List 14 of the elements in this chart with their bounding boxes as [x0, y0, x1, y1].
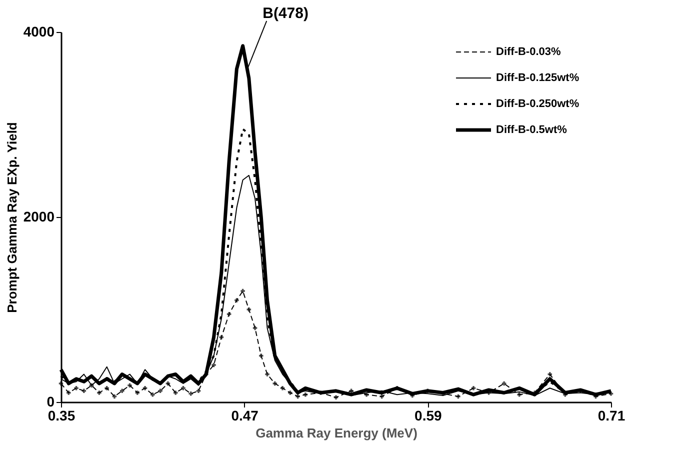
- annotation: B(478): [262, 4, 308, 22]
- x-tick-label: 0.59: [414, 408, 442, 424]
- x-tick-label: 0.35: [48, 408, 76, 424]
- x-axis-title: Gamma Ray Energy (MeV): [256, 426, 418, 440]
- x-tick-label: 0.47: [231, 408, 259, 424]
- legend-label: Diff-B-0.03%: [496, 46, 562, 58]
- y-axis-title: Prompt Gamma Ray EXp. Yield: [4, 122, 20, 313]
- legend-label: Diff-B-0.5wt%: [496, 124, 568, 136]
- legend-label: Diff-B-0.125wt%: [496, 72, 580, 84]
- legend-label: Diff-B-0.250wt%: [496, 98, 580, 110]
- y-tick-label: 2000: [23, 208, 55, 224]
- x-tick-label: 0.71: [598, 408, 626, 424]
- y-tick-label: 0: [46, 394, 55, 410]
- y-tick-label: 4000: [23, 24, 55, 40]
